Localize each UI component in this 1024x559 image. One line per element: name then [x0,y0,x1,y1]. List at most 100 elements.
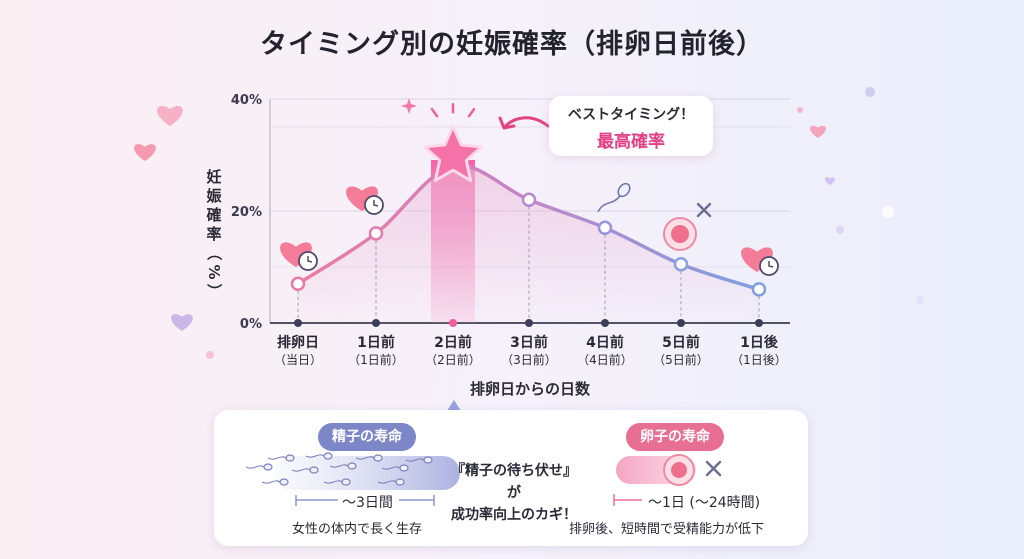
sperm-range-bracket [295,495,435,506]
star-ray [430,107,439,118]
sparkle-dot [836,226,844,234]
data-point [521,192,537,208]
y-tick-label: 40% [231,93,262,108]
heart-icon [810,125,826,138]
sperm-icon [399,464,409,472]
x-tick-label: 2日前 [434,334,472,351]
close-icon [705,460,722,477]
sperm-icon [245,452,433,486]
x-axis-dot [677,319,685,327]
panel-graphics [245,452,722,506]
y-axis-label-char: 確 [205,206,221,224]
sperm-lifespan-bar [274,456,460,490]
sperm-duration: ～3日間 [342,495,393,511]
sperm-tail [377,480,397,484]
x-axis-dot [601,319,609,327]
lifespan-panel: 精子の寿命 卵子の寿命 ～3日間 女性の体内で長く生存 『精子の待ち伏せ』が 成… [214,410,808,546]
best-timing-callout: ベストタイミング！ 最高確率 [549,96,713,156]
x-tick-label: 4日前 [586,334,624,351]
chart-plot [280,98,779,327]
sperm-icon [263,463,273,471]
data-point [368,226,384,241]
egg-range-bracket [613,494,642,506]
data-point [290,276,306,292]
x-axis-label: 排卵日からの日数 [470,380,591,398]
x-tick-sublabel: （4日前） [577,352,633,367]
sperm-tail [291,468,311,472]
y-axis-label-char: % [205,264,223,279]
sperm-tail [261,480,281,484]
sperm-tail [267,456,287,460]
sparkle-dot [865,87,875,97]
sperm-tail [245,465,265,469]
sperm-icon [285,454,295,462]
egg-duration: ～1日 (～24時間) [648,495,761,511]
y-tick-label: 0% [240,317,262,332]
x-axis-dot [525,319,533,327]
x-axis-dot [372,319,380,327]
x-tick-sublabel: （1日後） [731,353,787,367]
x-axis-dot [294,319,302,327]
key-message-line2: 成功率向上のカギ！ [451,507,577,523]
y-axis-label-char: 妊 [206,168,221,186]
sperm-note: 女性の体内で長く生存 [292,522,423,537]
clock-hand [307,256,313,263]
sperm-icon [341,478,351,486]
sparkle-dot [797,107,803,113]
star-ray [467,107,476,118]
callout-arrow [498,116,550,130]
heart-icon [171,314,193,331]
heart-icon [134,144,156,161]
sperm-tail [405,458,425,462]
callout-line1: ベストタイミング！ [567,107,695,123]
x-tick-label: 1日後 [740,334,779,351]
x-tick-label: 5日前 [662,334,700,351]
sperm-tail [381,466,401,470]
sperm-icon [323,452,333,460]
x-tick-label: 1日前 [357,334,395,351]
sperm-tail [329,464,349,468]
sperm-icon [423,456,433,464]
sparkle-dot [916,296,924,304]
close-icon [696,202,712,218]
clock-hand [768,261,774,268]
data-point [751,282,767,297]
sperm-tail [323,480,343,484]
sperm-tail [355,456,375,460]
x-tick-sublabel: （5日前） [653,352,709,367]
sparkle-dot [206,351,214,359]
y-tick-label: 20% [231,205,262,220]
sperm-icon [617,182,631,198]
data-point [673,256,689,272]
clock-hand [373,200,379,207]
x-tick-label: 3日前 [510,334,548,351]
chart-labels: 0% 20% 40% 妊娠確率 （% ） 排卵日 （当日） 1日前（1日前） 2日前（2日前） 3日… [205,93,787,398]
y-axis-label-char: ） [205,283,223,298]
background-decor [134,87,924,359]
sparkle-icon [401,98,417,114]
star-icon [423,124,483,182]
sperm-icon [309,466,319,474]
sperm-tail [305,454,325,458]
y-axis-label-char: （ [205,245,223,260]
sparkle-dot [882,206,894,218]
sperm-icon [373,454,383,462]
x-axis-dot [755,319,763,327]
egg-note: 排卵後、短時間で受精能力が低下 [569,522,765,537]
y-axis-label-char: 娠 [206,187,222,205]
sperm-icon [279,478,289,486]
sperm-icon [347,462,357,470]
x-tick-sublabel: （当日） [274,353,322,367]
key-message: 『精子の待ち伏せ』が 成功率向上のカギ！ [446,460,582,526]
heart-icon [157,106,183,126]
data-point [597,220,613,236]
x-axis-dot [449,319,457,327]
key-message-line1: 『精子の待ち伏せ』が [451,463,577,501]
x-tick-label: 排卵日 [277,334,319,351]
sperm-lifespan-label: 精子の寿命 [318,423,416,451]
egg-core [671,225,689,243]
page-title: タイミング別の妊娠確率（排卵日前後） [260,29,764,60]
y-axis-label-char: 率 [206,225,221,243]
egg-lifespan-label: 卵子の寿命 [626,423,724,451]
